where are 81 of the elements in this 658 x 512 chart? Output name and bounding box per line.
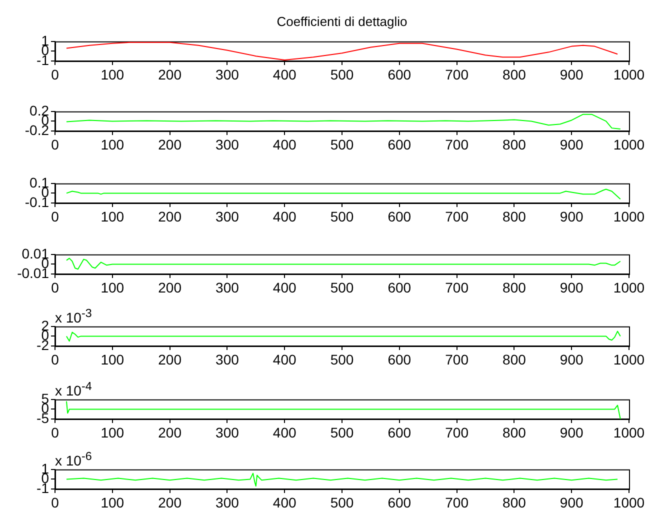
x-tick-label: 300 (216, 494, 240, 510)
x-tick-label: 500 (330, 351, 354, 368)
x-tick-label: 900 (560, 424, 584, 440)
x-tick-label: 1000 (613, 136, 645, 152)
x-tick-label: 1000 (613, 424, 645, 440)
x-tick-label: 700 (445, 494, 469, 510)
x-tick-label: 200 (158, 279, 182, 296)
x-tick-label: 500 (330, 424, 354, 440)
x-tick-label: 400 (272, 208, 296, 224)
x-tick-label: 500 (330, 208, 354, 224)
x-tick-label: 800 (502, 136, 526, 152)
x-tick-label: 300 (216, 208, 240, 224)
x-tick-label: 200 (158, 136, 182, 152)
x-tick-label: 600 (388, 279, 412, 296)
x-tick-label: 700 (445, 66, 469, 82)
x-tick-label: 700 (445, 424, 469, 440)
x-tick-label: 900 (560, 136, 584, 152)
x-tick-label: 0 (51, 208, 60, 224)
x-tick-label: 400 (272, 66, 296, 82)
x-tick-label: 700 (445, 208, 469, 224)
x-tick-label: 0 (51, 424, 60, 440)
x-tick-label: 0 (51, 136, 60, 152)
x-tick-label: 200 (158, 351, 182, 368)
x-tick-label: 500 (330, 279, 354, 296)
x-tick-label: 900 (560, 494, 584, 510)
x-tick-label: 700 (445, 351, 469, 368)
chart-title: Coefficienti di dettaglio (276, 14, 408, 29)
x-tick-label: 200 (158, 66, 182, 82)
x-tick-label: 800 (502, 424, 526, 440)
x-tick-label: 0 (51, 351, 60, 368)
text: x 10$^{-6}$ (55, 450, 92, 469)
x-tick-label: 1000 (613, 494, 645, 510)
x-tick-label: 0 (51, 494, 60, 510)
x-tick-label: 800 (502, 208, 526, 224)
x-tick-label: 700 (445, 279, 469, 296)
x-tick-label: 400 (272, 424, 296, 440)
x-tick-label: 200 (158, 424, 182, 440)
x-tick-label: 1000 (613, 351, 645, 368)
x-tick-label: 800 (502, 66, 526, 82)
x-tick-label: 300 (216, 279, 240, 296)
x-tick-label: 300 (216, 66, 240, 82)
x-tick-label: 1000 (613, 279, 645, 296)
x-tick-label: 0 (51, 66, 60, 82)
x-tick-label: 1000 (613, 208, 645, 224)
x-tick-label: 900 (560, 66, 584, 82)
x-tick-label: 100 (100, 208, 124, 224)
x-tick-label: 0 (51, 279, 60, 296)
text: x 10$^{-4}$ (55, 380, 92, 399)
x-tick-label: 400 (272, 279, 296, 296)
x-tick-label: 600 (388, 208, 412, 224)
x-tick-label: 600 (388, 494, 412, 510)
x-tick-label: 100 (100, 494, 124, 510)
x-tick-label: 100 (100, 136, 124, 152)
x-tick-label: 800 (502, 351, 526, 368)
x-tick-label: 400 (272, 494, 296, 510)
x-tick-label: 900 (560, 351, 584, 368)
x-tick-label: 100 (100, 279, 124, 296)
x-tick-label: 500 (330, 66, 354, 82)
x-tick-label: 500 (330, 494, 354, 510)
x-tick-label: 900 (560, 279, 584, 296)
x-tick-label: 100 (100, 66, 124, 82)
x-tick-label: 300 (216, 351, 240, 368)
x-tick-label: 700 (445, 136, 469, 152)
x-tick-label: 100 (100, 424, 124, 440)
x-tick-label: 400 (272, 351, 296, 368)
x-tick-label: 300 (216, 136, 240, 152)
x-tick-label: 200 (158, 494, 182, 510)
x-tick-label: 600 (388, 351, 412, 368)
x-tick-label: 400 (272, 136, 296, 152)
x-tick-label: 800 (502, 494, 526, 510)
x-tick-label: 1000 (613, 66, 645, 82)
x-tick-label: 600 (388, 66, 412, 82)
x-tick-label: 600 (388, 424, 412, 440)
x-tick-label: 900 (560, 208, 584, 224)
x-tick-label: 300 (216, 424, 240, 440)
text: x 10$^{-3}$ (55, 307, 92, 326)
x-tick-label: 600 (388, 136, 412, 152)
x-tick-label: 800 (502, 279, 526, 296)
x-tick-label: 500 (330, 136, 354, 152)
x-tick-label: 100 (100, 351, 124, 368)
x-tick-label: 200 (158, 208, 182, 224)
